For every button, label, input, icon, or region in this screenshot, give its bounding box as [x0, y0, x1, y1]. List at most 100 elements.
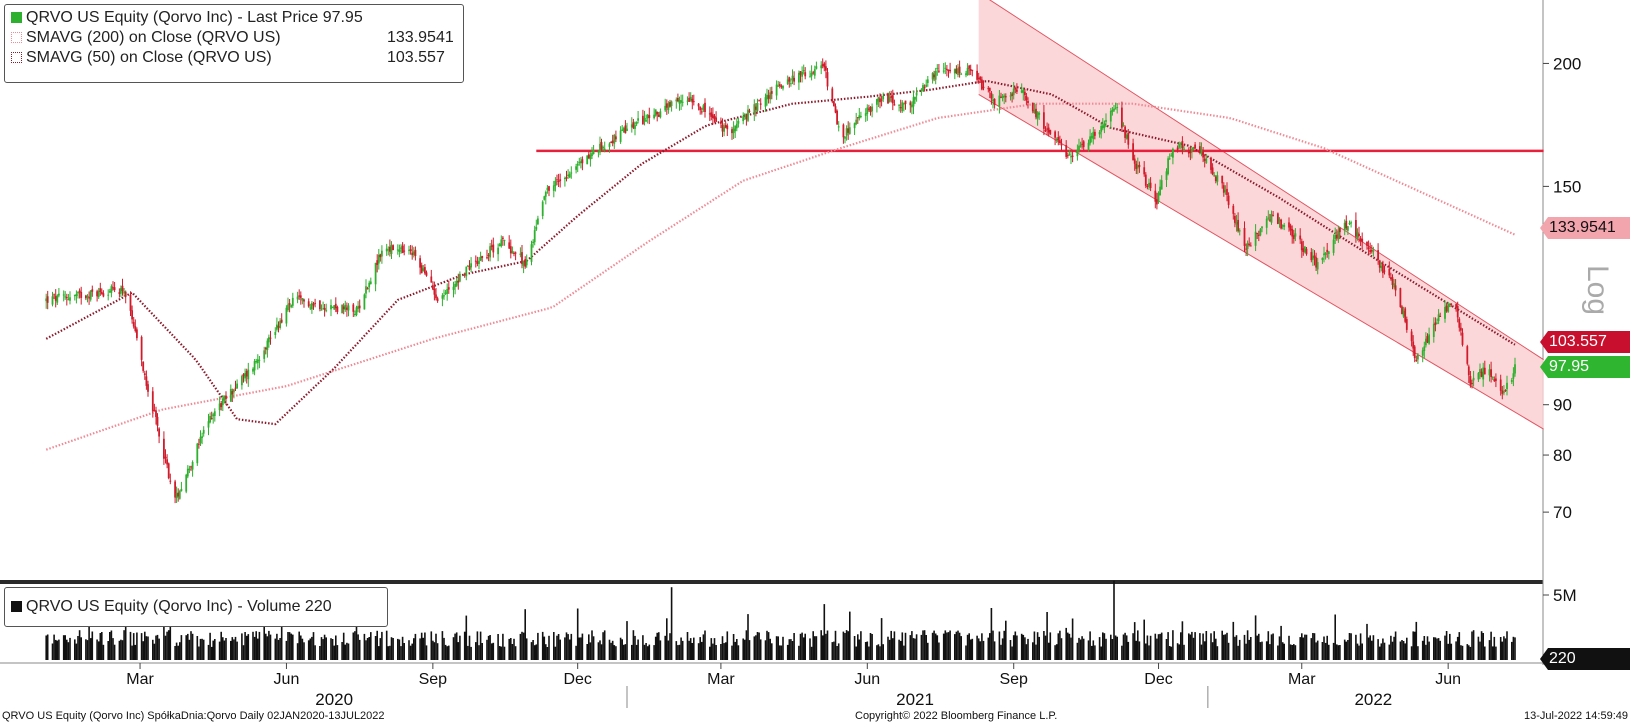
candle-body — [844, 136, 846, 139]
candle-body — [557, 180, 560, 182]
candle-body — [1480, 371, 1483, 377]
candle-body — [552, 185, 555, 191]
candle-body — [497, 247, 499, 255]
volume-bar — [67, 642, 70, 660]
candle-body — [420, 265, 423, 274]
candle-body — [291, 297, 294, 306]
candle-body — [432, 285, 434, 290]
volume-bar — [631, 644, 633, 660]
volume-bar — [1270, 634, 1273, 660]
volume-bar — [844, 633, 846, 660]
candle-body — [646, 114, 649, 119]
candle-body — [1415, 359, 1418, 361]
candle-body — [853, 123, 856, 129]
candle-body — [175, 493, 178, 498]
volume-bar — [62, 635, 65, 660]
volume-bar — [1067, 632, 1069, 660]
candle-body — [323, 307, 326, 311]
volume-bar — [455, 632, 458, 660]
candle-body — [710, 112, 713, 117]
candle-body — [890, 96, 893, 98]
candle-body — [1000, 97, 1002, 99]
volume-bar — [559, 639, 561, 660]
volume-bar — [1488, 640, 1491, 660]
candle-body — [1383, 270, 1386, 272]
candle-body — [357, 306, 359, 309]
candle-body — [681, 101, 684, 103]
candle-body — [199, 436, 202, 444]
volume-bar — [548, 635, 550, 660]
channel-lower-edge — [978, 94, 1544, 430]
volume-bar — [820, 630, 822, 660]
candle-body — [1103, 123, 1106, 128]
candle-body — [993, 99, 996, 105]
candle-body — [390, 245, 393, 254]
candle-body — [123, 291, 125, 294]
candle-body — [976, 70, 978, 80]
volume-bar — [355, 609, 358, 660]
candle-body — [653, 114, 655, 119]
volume-bar — [1102, 632, 1104, 660]
candle-body — [1227, 195, 1230, 205]
volume-bar — [188, 639, 191, 660]
volume-bar — [320, 637, 323, 660]
candle-body — [307, 301, 310, 307]
candle-body — [909, 102, 912, 106]
candle-body — [864, 113, 867, 116]
volume-bar — [265, 633, 267, 660]
candle-body — [256, 359, 259, 364]
volume-bar — [1237, 645, 1239, 660]
volume-bar — [758, 632, 760, 660]
volume-bar — [880, 618, 883, 660]
candle-body — [1479, 369, 1481, 373]
volume-bar — [903, 645, 905, 660]
volume-bar — [871, 634, 873, 660]
volume-bar — [998, 631, 1001, 660]
legend-volume: QRVO US Equity (Qorvo Inc) - Volume 220 — [11, 597, 332, 617]
candle-body — [1245, 248, 1247, 250]
volume-bar — [709, 646, 711, 660]
volume-bar — [502, 633, 504, 660]
candle-body — [1277, 213, 1279, 224]
candle-body — [1043, 112, 1045, 129]
candle-body — [258, 359, 261, 361]
volume-bar — [553, 632, 555, 660]
candle-body — [877, 97, 880, 102]
candle-body — [140, 336, 143, 360]
x-tick-label: Sep — [419, 671, 448, 688]
volume-bar — [247, 634, 250, 660]
volume-bar — [1261, 641, 1263, 660]
candle-body — [163, 438, 165, 459]
volume-bar — [786, 644, 789, 660]
candle-body — [298, 295, 301, 297]
candle-body — [1035, 108, 1037, 118]
candle-body — [721, 124, 724, 132]
volume-bar — [1124, 632, 1126, 660]
candle-body — [848, 127, 851, 134]
volume-bar — [712, 643, 714, 660]
candle-body — [325, 310, 328, 312]
candle-body — [524, 259, 527, 267]
candle-body — [1257, 234, 1260, 236]
volume-bar — [1495, 646, 1497, 660]
candle-body — [54, 296, 57, 301]
candle-body — [1337, 230, 1340, 240]
volume-bar — [341, 642, 343, 660]
volume-bar — [331, 639, 334, 660]
candle-body — [1324, 252, 1327, 255]
candle-body — [933, 74, 935, 78]
volume-bar — [847, 631, 849, 660]
volume-bar — [444, 644, 447, 660]
candle-body — [245, 370, 248, 377]
year-label: 2022 — [1354, 690, 1392, 709]
volume-bar — [1232, 621, 1235, 660]
candle-body — [759, 103, 762, 105]
volume-bar — [715, 645, 717, 660]
volume-bar — [987, 637, 990, 660]
volume-bar — [1022, 634, 1025, 660]
volume-bar — [710, 638, 713, 660]
x-tick-label: Mar — [1288, 671, 1316, 688]
candle-body — [1358, 233, 1360, 236]
volume-bar — [1009, 640, 1012, 660]
candle-body — [1224, 190, 1227, 192]
